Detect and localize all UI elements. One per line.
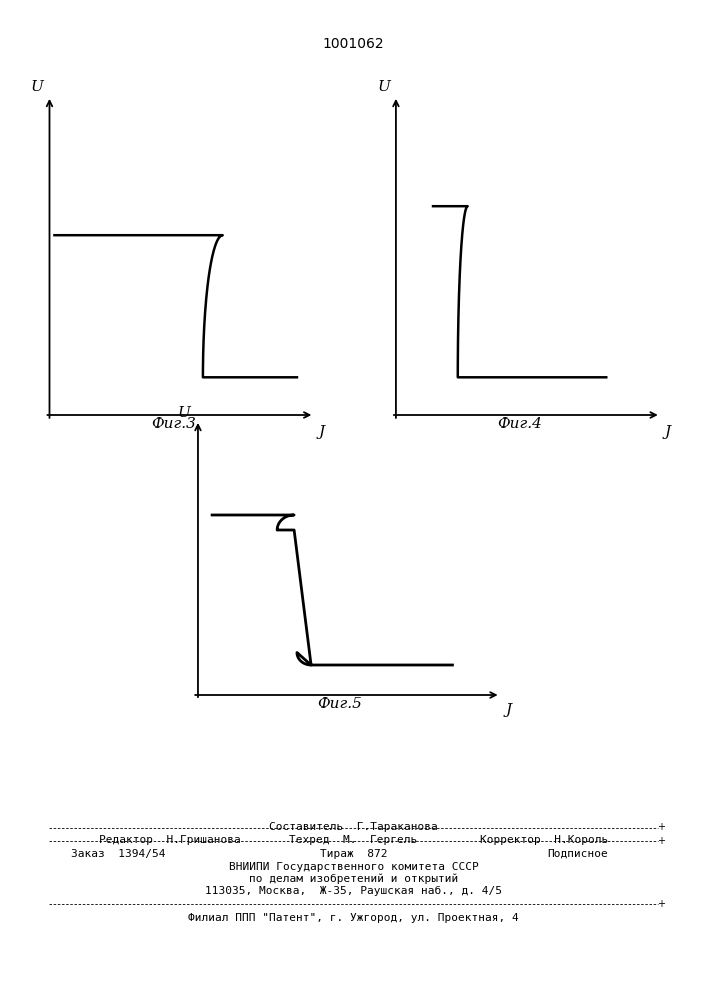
- Text: ВНИИПИ Государственного комитета СССР: ВНИИПИ Государственного комитета СССР: [228, 862, 479, 872]
- Text: Составитель  Г.Тараканова: Составитель Г.Тараканова: [269, 822, 438, 832]
- Text: 113035, Москва,  Ж-35, Раушская наб., д. 4/5: 113035, Москва, Ж-35, Раушская наб., д. …: [205, 886, 502, 896]
- Text: U: U: [30, 80, 44, 94]
- Text: по делам изобретений и открытий: по делам изобретений и открытий: [249, 874, 458, 884]
- Text: 1001062: 1001062: [322, 37, 385, 51]
- Text: Филиал ППП "Патент", г. Ужгород, ул. Проектная, 4: Филиал ППП "Патент", г. Ужгород, ул. Про…: [188, 913, 519, 923]
- Text: Техред  М.  Гергель: Техред М. Гергель: [289, 835, 418, 845]
- Text: Корректор  Н.Король: Корректор Н.Король: [480, 835, 608, 845]
- Text: +: +: [657, 899, 665, 909]
- Text: Редактор  Н.Гришанова: Редактор Н.Гришанова: [99, 835, 240, 845]
- Text: J: J: [665, 425, 671, 439]
- Text: Подписное: Подписное: [547, 849, 608, 859]
- Text: J: J: [319, 425, 325, 439]
- Text: Тираж  872: Тираж 872: [320, 849, 387, 859]
- Text: J: J: [506, 703, 512, 717]
- Text: +: +: [657, 822, 665, 832]
- Text: U: U: [177, 406, 190, 420]
- Text: +: +: [657, 836, 665, 846]
- Text: Фиг.4: Фиг.4: [497, 417, 542, 431]
- Text: Заказ  1394/54: Заказ 1394/54: [71, 849, 165, 859]
- Text: Фиг.5: Фиг.5: [317, 697, 362, 711]
- Text: U: U: [377, 80, 390, 94]
- Text: Фиг.3: Фиг.3: [151, 417, 196, 431]
